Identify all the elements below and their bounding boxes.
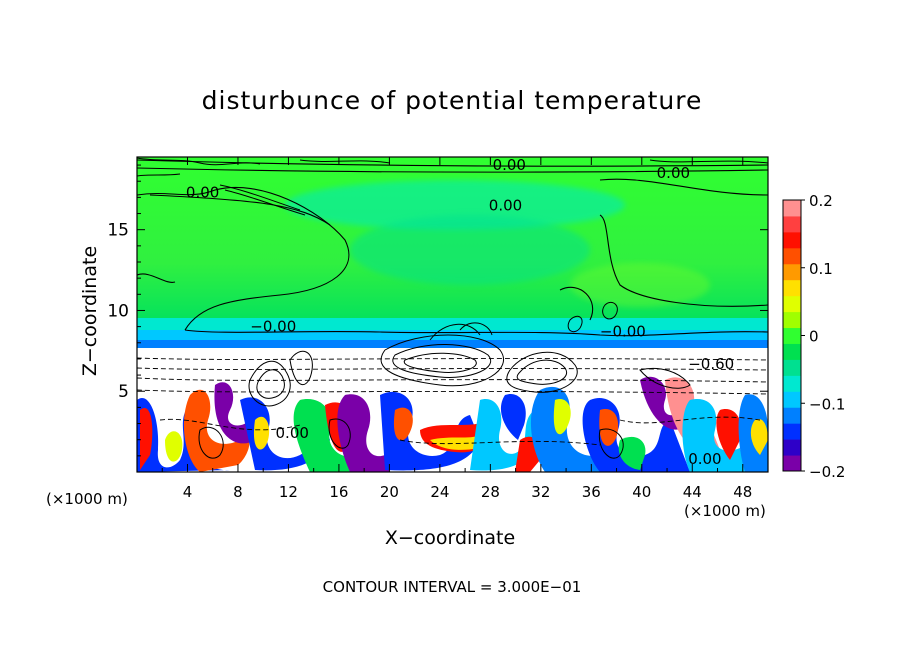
x-tick-label: 40 (632, 483, 651, 501)
y-tick-label: 5 (118, 382, 129, 402)
contour-interval: CONTOUR INTERVAL = 3.000E−01 (322, 578, 582, 596)
contour-label: 0.00 (688, 450, 721, 468)
colorbar-tick-label: 0 (809, 328, 819, 346)
x-tick-label: 12 (279, 483, 298, 501)
y-tick-label: 10 (107, 301, 129, 321)
colorbar-swatch (783, 200, 801, 217)
colorbar-swatch (783, 327, 801, 344)
contour-label: −0.00 (250, 318, 296, 336)
contour-label: 0.00 (276, 424, 309, 442)
colorbar-swatch (783, 279, 801, 297)
y-axis-label: Z−coordinate (79, 245, 101, 377)
colorbar: −0.2 −0.1 0 0.1 0.2 (782, 192, 845, 481)
y-tick-label: 15 (107, 221, 129, 241)
contour-label: −0.60 (688, 355, 734, 373)
colorbar-tick-label: 0.1 (809, 260, 833, 278)
x-tick-label: 48 (733, 483, 752, 501)
colorbar-swatch (783, 215, 801, 233)
colorbar-swatch (783, 423, 801, 440)
colorbar-tick-label: −0.2 (809, 463, 845, 481)
colorbar-swatch (783, 343, 801, 360)
contour-labels: 0.00 0.00 0.00 0.00 −0.00 −0.00 −0.60 0.00 0.00 (186, 156, 734, 468)
colorbar-swatch (783, 311, 801, 329)
colorbar-swatch (783, 231, 801, 249)
chart-title: disturbunce of potential temperature (201, 86, 703, 115)
x-tick-label: 20 (380, 483, 399, 501)
colorbar-swatch (783, 439, 801, 456)
colorbar-swatch (783, 359, 801, 376)
x-axis-unit: (×1000 m) (684, 502, 766, 520)
colorbar-tick-label: −0.1 (809, 395, 845, 413)
contour-label: 0.00 (489, 196, 522, 214)
colorbar-swatch (783, 407, 801, 424)
colorbar-swatch (783, 455, 801, 472)
plot-frame (136, 156, 769, 473)
x-tick-label: 32 (531, 483, 550, 501)
colorbar-tick-label: 0.2 (809, 192, 833, 210)
colorbar-swatch (783, 391, 801, 408)
contour-label: 0.00 (186, 184, 219, 202)
contour-field (137, 157, 768, 472)
colorbar-swatch (783, 263, 801, 281)
contour-label: 0.00 (657, 164, 690, 182)
colorbar-swatch (783, 375, 801, 392)
x-tick-label: 4 (183, 483, 193, 501)
contour-label: −0.00 (600, 322, 646, 340)
y-axis-unit: (×1000 m) (46, 490, 128, 508)
x-tick-label: 36 (582, 483, 601, 501)
x-tick-label: 16 (329, 483, 348, 501)
colorbar-swatch (783, 295, 801, 313)
x-axis-label: X−coordinate (384, 527, 516, 549)
x-tick-label: 28 (481, 483, 500, 501)
y-axis: 5 10 15 (107, 164, 768, 457)
x-tick-label: 44 (683, 483, 702, 501)
x-tick-label: 8 (233, 483, 243, 501)
x-axis: 4 8 12 16 20 24 28 32 36 40 44 48 (161, 157, 752, 501)
x-tick-label: 24 (430, 483, 449, 501)
contour-label: 0.00 (493, 156, 526, 174)
colorbar-swatch (783, 247, 801, 265)
